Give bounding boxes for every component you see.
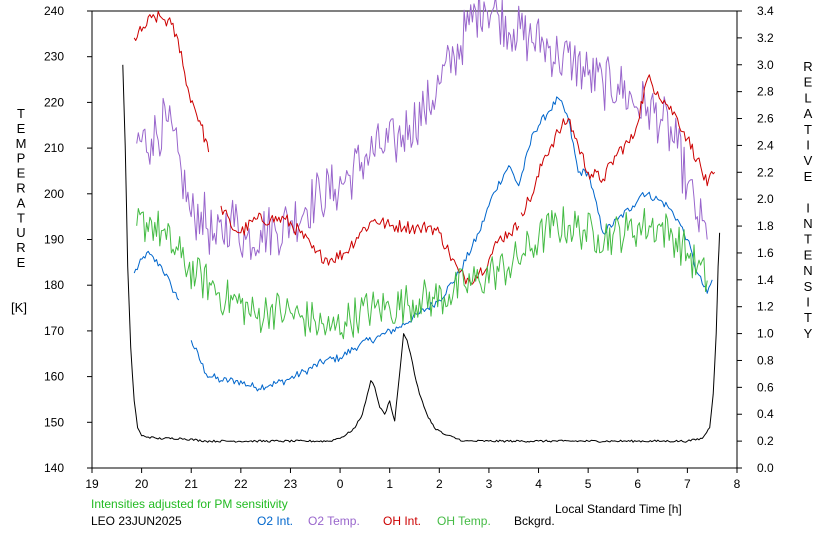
y-right-tick-label: 1.0 — [757, 327, 774, 341]
plot-frame — [91, 10, 738, 469]
y-right-tick-label: 2.8 — [757, 85, 774, 99]
y-right-axis-label-letter: E — [804, 169, 813, 184]
x-tick-label: 7 — [684, 477, 691, 491]
x-tick-label: 0 — [337, 477, 344, 491]
x-tick-label: 22 — [234, 477, 248, 491]
y-right-axis-label-letter: L — [804, 90, 811, 105]
y-left-tick-label: 240 — [44, 4, 64, 18]
y-left-tick-label: 230 — [44, 50, 64, 64]
x-tick-label: 2 — [436, 477, 443, 491]
y-right-axis-label-letter: T — [804, 310, 812, 325]
y-left-tick-label: 170 — [44, 324, 64, 338]
y-left-tick-label: 200 — [44, 187, 64, 201]
x-tick-label: 1 — [386, 477, 393, 491]
y-right-axis-label-letter: E — [804, 247, 813, 262]
y-right-tick-label: 2.6 — [757, 112, 774, 126]
y-left-tick-label: 210 — [44, 141, 64, 155]
y-right-axis-label-letter: I — [806, 200, 810, 215]
series-line-o2-int — [133, 96, 713, 392]
x-tick-label: 19 — [85, 477, 99, 491]
y-right-tick-label: 1.6 — [757, 246, 774, 260]
series-line-bckgrd — [122, 64, 721, 443]
y-right-tick-label: 0.6 — [757, 380, 774, 394]
y-left-tick-label: 150 — [44, 415, 64, 429]
y-right-axis-label-letter: V — [804, 153, 813, 168]
y-right-axis-label-letter: A — [804, 106, 813, 121]
legend-entry-oh-temp: OH Temp. — [437, 514, 491, 528]
x-axis-label: Local Standard Time [h] — [555, 502, 682, 516]
legend-entry-o2-int: O2 Int. — [257, 514, 293, 528]
y-left-axis-label-letter: M — [16, 136, 27, 151]
y-right-tick-label: 1.2 — [757, 300, 774, 314]
x-tick-label: 5 — [585, 477, 592, 491]
y-left-tick-label: 190 — [44, 233, 64, 247]
y-right-axis-label-letter: I — [806, 138, 810, 153]
y-right-axis-label-letter: R — [803, 59, 812, 74]
y-left-axis-label-letter: A — [17, 195, 26, 210]
y-left-axis-label-letter: T — [17, 106, 25, 121]
y-right-axis-label-letter: I — [806, 295, 810, 310]
y-right-tick-label: 0.0 — [757, 461, 774, 475]
legend-entry-bckgrd: Bckgrd. — [514, 514, 555, 528]
y-left-tick-label: 180 — [44, 278, 64, 292]
x-tick-label: 6 — [634, 477, 641, 491]
y-left-tick-label: 160 — [44, 370, 64, 384]
y-left-axis-label-letter: R — [16, 240, 25, 255]
y-right-axis-label-letter: N — [803, 216, 812, 231]
x-tick-label: 21 — [185, 477, 199, 491]
y-left-axis-label-letter: E — [17, 166, 26, 181]
x-tick-label: 20 — [135, 477, 149, 491]
x-tick-label: 23 — [284, 477, 298, 491]
x-tick-label: 3 — [486, 477, 493, 491]
y-right-axis-label-letter: N — [803, 263, 812, 278]
y-right-tick-label: 0.8 — [757, 353, 774, 367]
y-left-axis-label-letter: R — [16, 181, 25, 196]
y-left-tick-label: 220 — [44, 95, 64, 109]
y-left-axis-label-letter: U — [16, 225, 25, 240]
y-right-axis-label-letter: S — [804, 279, 813, 294]
y-left-axis-label-letter: T — [17, 210, 25, 225]
y-left-axis-unit: [K] — [11, 300, 27, 315]
series-line-oh-int — [133, 10, 716, 285]
y-right-tick-label: 2.4 — [757, 138, 774, 152]
y-left-tick-label: 140 — [44, 461, 64, 475]
y-right-axis-label-letter: T — [804, 232, 812, 247]
y-right-axis-label-letter: E — [804, 75, 813, 90]
series-line-o2-temp — [136, 0, 708, 260]
y-right-axis-label-letter: Y — [804, 326, 813, 341]
y-right-tick-label: 2.0 — [757, 192, 774, 206]
y-left-axis-label-letter: P — [17, 151, 26, 166]
station-date: LEO 23JUN2025 — [91, 514, 182, 528]
y-left-axis-label-letter: E — [17, 255, 26, 270]
x-tick-label: 8 — [734, 477, 741, 491]
y-right-tick-label: 3.2 — [757, 31, 774, 45]
series-line-oh-temp — [136, 206, 708, 340]
x-tick-label: 4 — [535, 477, 542, 491]
legend-entry-oh-int: OH Int. — [383, 514, 421, 528]
y-right-tick-label: 1.8 — [757, 219, 774, 233]
y-right-tick-label: 0.4 — [757, 407, 774, 421]
y-right-tick-label: 0.2 — [757, 434, 774, 448]
legend-entry-o2-temp: O2 Temp. — [308, 514, 360, 528]
y-right-tick-label: 1.4 — [757, 273, 774, 287]
y-left-axis-label-letter: E — [17, 121, 26, 136]
y-right-tick-label: 3.4 — [757, 4, 774, 18]
y-right-tick-label: 3.0 — [757, 58, 774, 72]
y-right-tick-label: 2.2 — [757, 165, 774, 179]
sensitivity-note: Intensities adjusted for PM sensitivity — [91, 497, 288, 511]
y-right-axis-label-letter: T — [804, 122, 812, 137]
